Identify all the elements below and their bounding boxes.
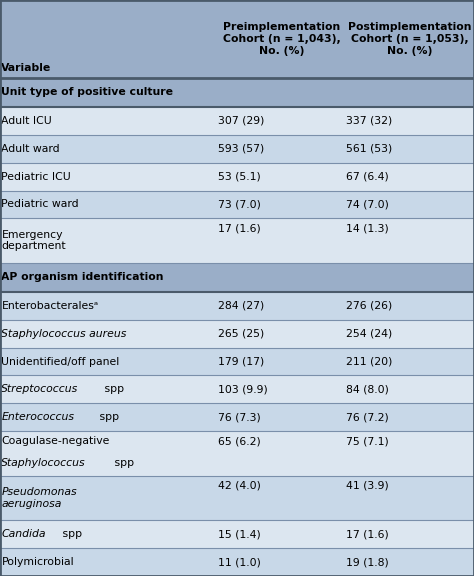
- Text: Adult ICU: Adult ICU: [1, 116, 52, 126]
- Text: 337 (32): 337 (32): [346, 116, 392, 126]
- Bar: [0, 162, 474, 191]
- Text: Enterococcus: Enterococcus: [1, 412, 74, 422]
- Text: 67 (6.4): 67 (6.4): [346, 172, 389, 181]
- Bar: [0, 107, 474, 135]
- Bar: [0, 376, 474, 403]
- Bar: [0, 292, 474, 320]
- Text: spp: spp: [59, 529, 82, 539]
- Text: 74 (7.0): 74 (7.0): [346, 199, 389, 210]
- Text: 11 (1.0): 11 (1.0): [218, 557, 261, 567]
- Text: spp: spp: [96, 412, 119, 422]
- Text: spp: spp: [110, 458, 134, 468]
- Bar: [0, 476, 474, 520]
- Text: Coagulase-negative: Coagulase-negative: [1, 436, 110, 446]
- Text: 254 (24): 254 (24): [346, 329, 392, 339]
- Text: 75 (7.1): 75 (7.1): [346, 436, 389, 446]
- Text: Staphylococcus: Staphylococcus: [1, 458, 86, 468]
- Text: Emergency
department: Emergency department: [1, 230, 66, 252]
- Bar: [0, 263, 474, 292]
- Text: Polymicrobial: Polymicrobial: [1, 557, 74, 567]
- Bar: [0, 431, 474, 476]
- Text: 41 (3.9): 41 (3.9): [346, 481, 389, 491]
- Text: Preimplementation
Cohort (n = 1,043),
No. (%): Preimplementation Cohort (n = 1,043), No…: [223, 22, 341, 56]
- Bar: [0, 520, 474, 548]
- Text: 179 (17): 179 (17): [218, 357, 264, 366]
- Text: spp: spp: [101, 384, 124, 395]
- Bar: [0, 320, 474, 347]
- Bar: [0, 135, 474, 162]
- Bar: [0, 78, 474, 107]
- Text: 593 (57): 593 (57): [218, 144, 264, 154]
- Bar: [0, 218, 474, 263]
- Bar: [0, 347, 474, 376]
- Text: Streptococcus: Streptococcus: [1, 384, 79, 395]
- Text: Unidentified/off panel: Unidentified/off panel: [1, 357, 119, 366]
- Text: Pediatric ICU: Pediatric ICU: [1, 172, 71, 181]
- Text: 211 (20): 211 (20): [346, 357, 392, 366]
- Text: 15 (1.4): 15 (1.4): [218, 529, 261, 539]
- Text: 76 (7.3): 76 (7.3): [218, 412, 261, 422]
- Text: 65 (6.2): 65 (6.2): [218, 436, 261, 446]
- Text: 42 (4.0): 42 (4.0): [218, 481, 261, 491]
- Text: Candida: Candida: [1, 529, 46, 539]
- Text: 84 (8.0): 84 (8.0): [346, 384, 389, 395]
- Text: Enterobacteralesᵃ: Enterobacteralesᵃ: [1, 301, 99, 311]
- Text: 265 (25): 265 (25): [218, 329, 264, 339]
- Bar: [0, 403, 474, 431]
- Bar: [0, 548, 474, 576]
- Text: AP organism identification: AP organism identification: [1, 272, 164, 282]
- Text: 307 (29): 307 (29): [218, 116, 264, 126]
- Text: Adult ward: Adult ward: [1, 144, 60, 154]
- Text: 19 (1.8): 19 (1.8): [346, 557, 389, 567]
- Text: 17 (1.6): 17 (1.6): [346, 529, 389, 539]
- Text: 17 (1.6): 17 (1.6): [218, 223, 261, 233]
- Text: 14 (1.3): 14 (1.3): [346, 223, 389, 233]
- Text: 276 (26): 276 (26): [346, 301, 392, 311]
- Text: Pediatric ward: Pediatric ward: [1, 199, 79, 210]
- Text: Staphylococcus aureus: Staphylococcus aureus: [1, 329, 127, 339]
- Text: Pseudomonas
aeruginosa: Pseudomonas aeruginosa: [1, 487, 77, 509]
- Text: 73 (7.0): 73 (7.0): [218, 199, 261, 210]
- Text: Postimplementation
Cohort (n = 1,053),
No. (%): Postimplementation Cohort (n = 1,053), N…: [348, 22, 472, 56]
- Bar: [0, 0, 474, 78]
- Text: 76 (7.2): 76 (7.2): [346, 412, 389, 422]
- Text: 103 (9.9): 103 (9.9): [218, 384, 268, 395]
- Text: Variable: Variable: [1, 63, 52, 73]
- Bar: [0, 191, 474, 218]
- Text: 53 (5.1): 53 (5.1): [218, 172, 261, 181]
- Text: 561 (53): 561 (53): [346, 144, 392, 154]
- Text: 284 (27): 284 (27): [218, 301, 264, 311]
- Text: Unit type of positive culture: Unit type of positive culture: [1, 88, 173, 97]
